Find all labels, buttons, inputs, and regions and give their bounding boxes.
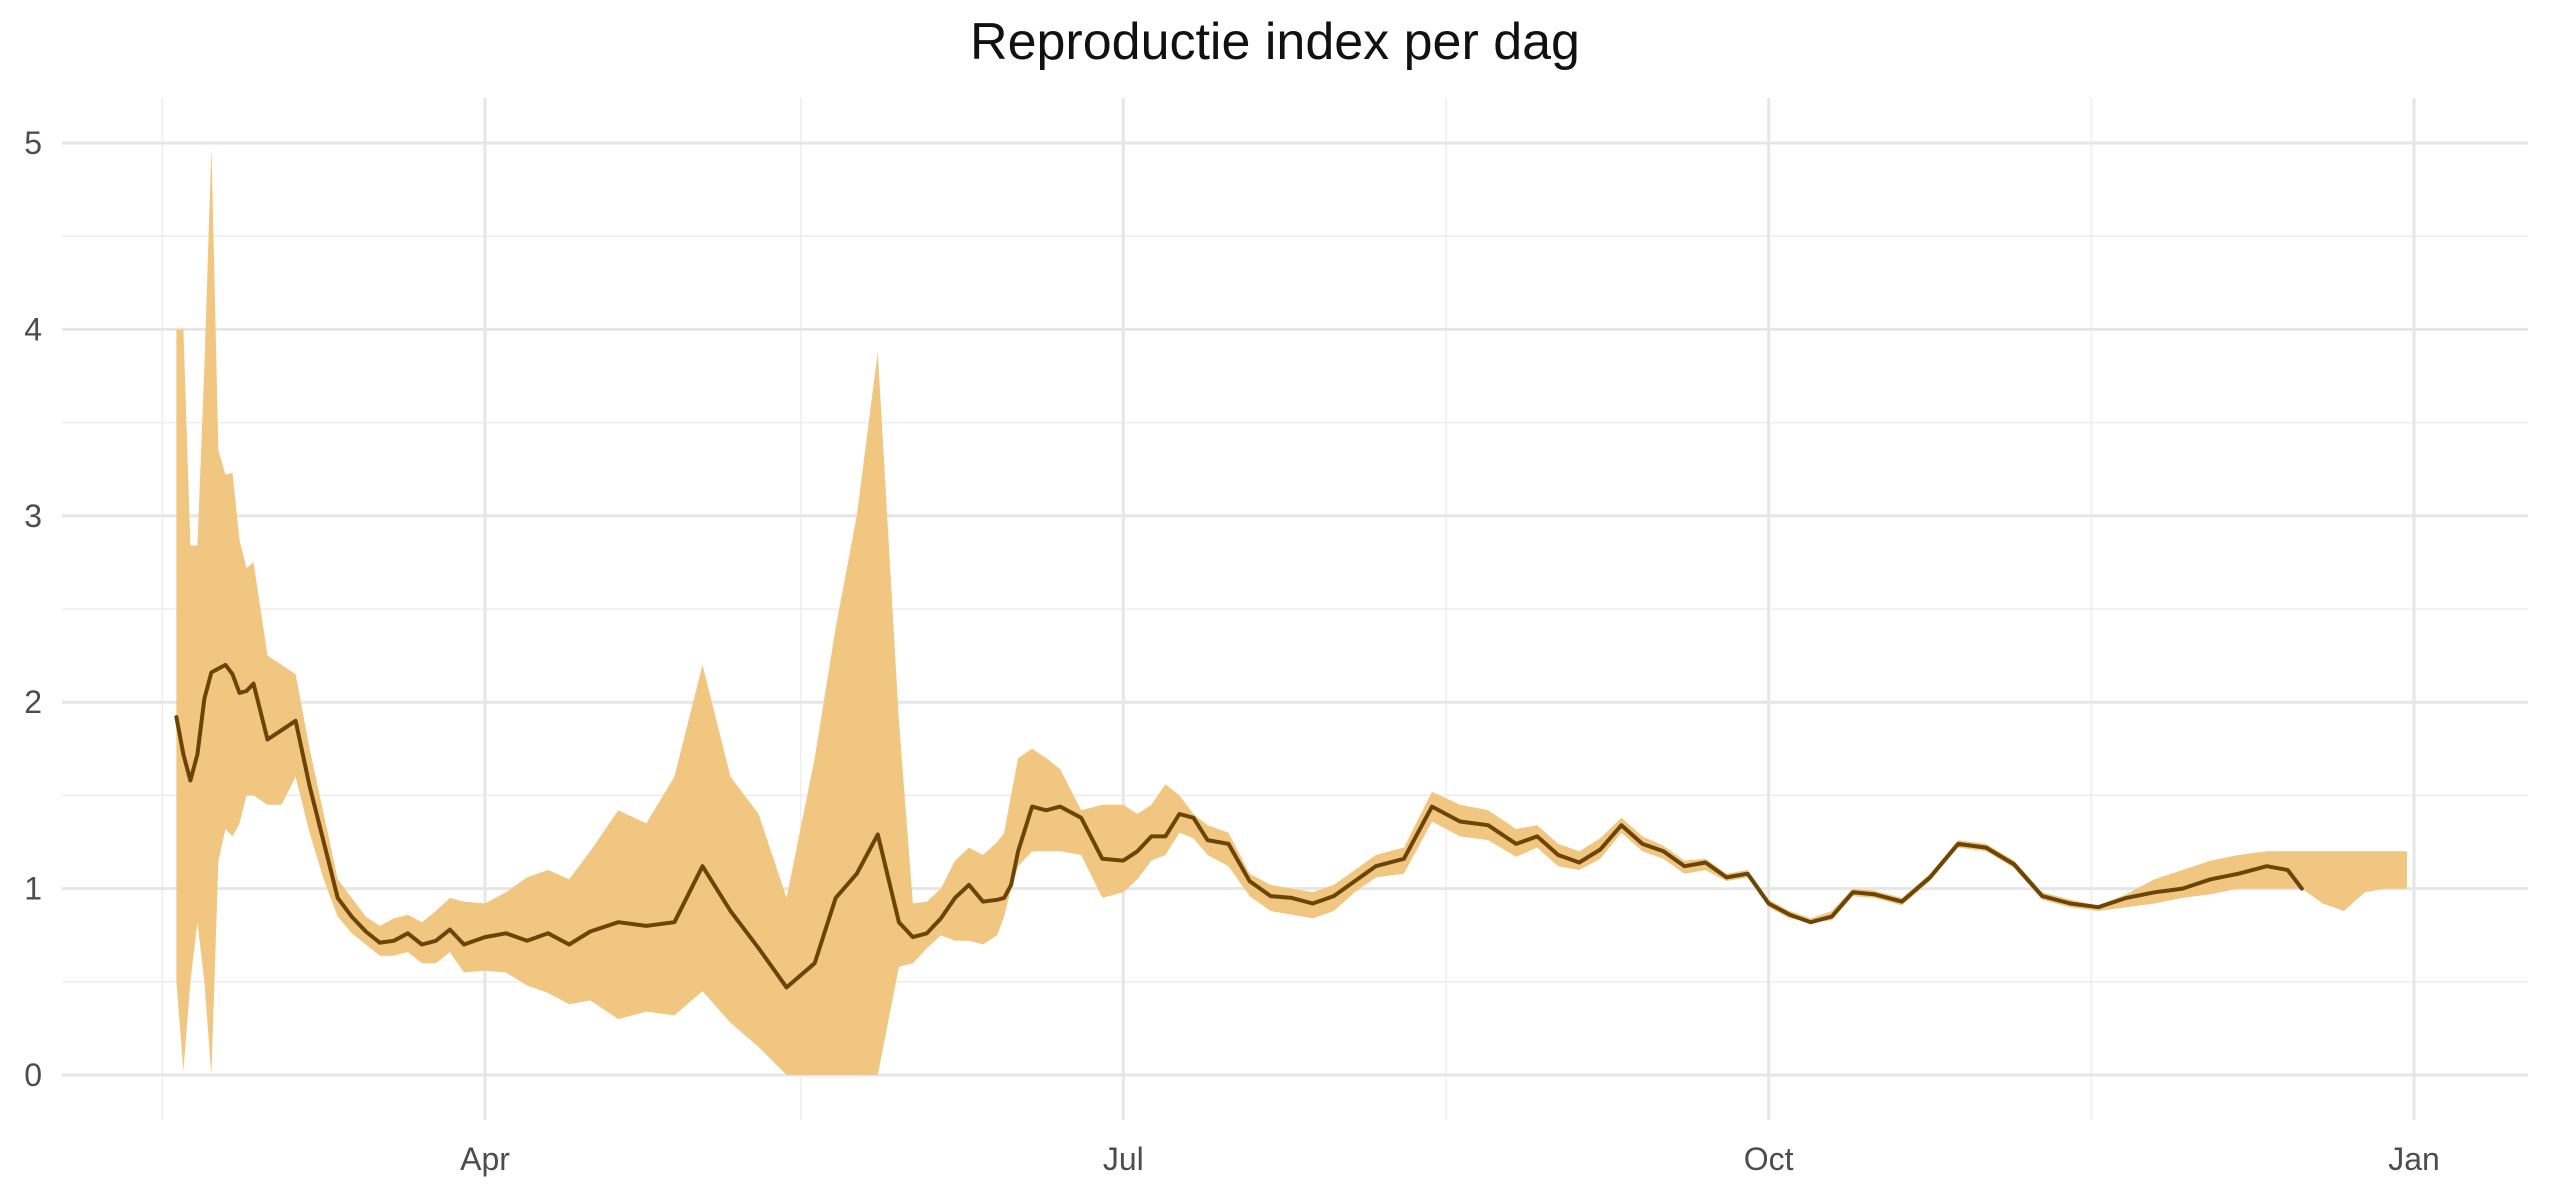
confidence-band bbox=[176, 146, 2408, 1075]
x-tick-label: Oct bbox=[1744, 1141, 1794, 1177]
y-tick-label: 5 bbox=[24, 125, 42, 161]
y-tick-label: 4 bbox=[24, 311, 42, 347]
y-tick-label: 2 bbox=[24, 684, 42, 720]
x-tick-label: Jan bbox=[2388, 1141, 2440, 1177]
chart-title: Reproductie index per dag bbox=[970, 13, 1580, 71]
y-tick-label: 3 bbox=[24, 498, 42, 534]
y-tick-label: 0 bbox=[24, 1057, 42, 1093]
x-tick-label: Apr bbox=[460, 1141, 510, 1177]
y-tick-label: 1 bbox=[24, 871, 42, 907]
estimate-line bbox=[174, 662, 2304, 990]
x-tick-label: Jul bbox=[1103, 1141, 1144, 1177]
